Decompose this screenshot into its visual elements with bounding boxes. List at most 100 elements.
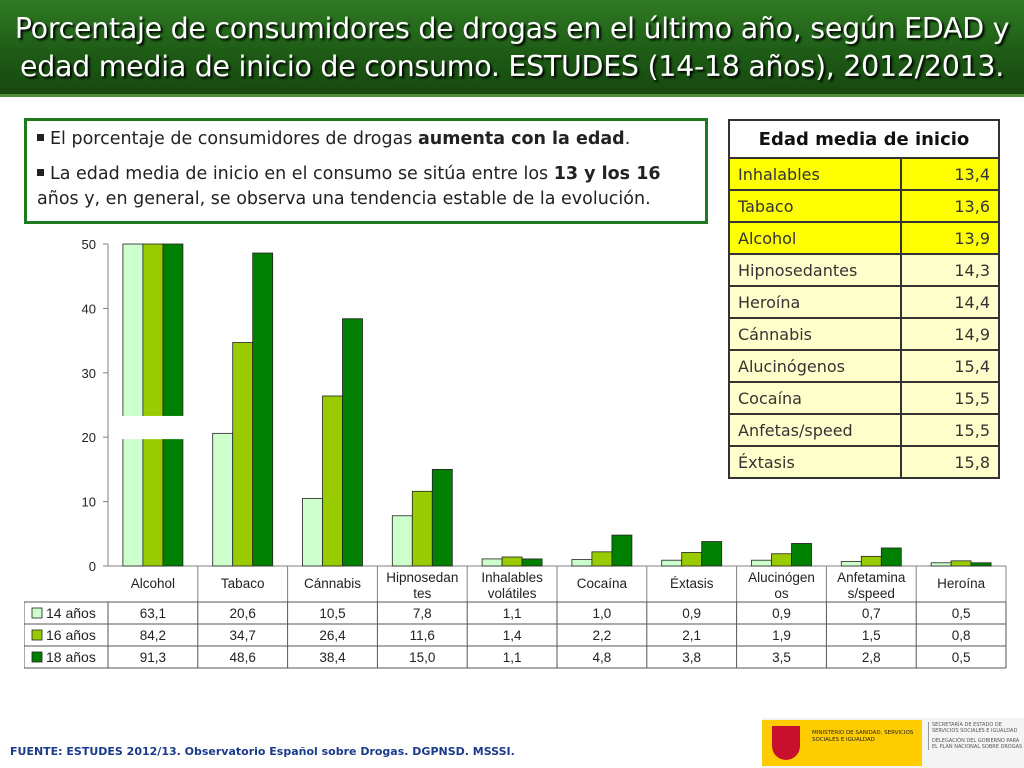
bullet-square-icon — [37, 133, 44, 141]
bar-chart: 0 10 20 30 40 50 Alcohol Tabaco Cánnabis Hipnosed… — [24, 232, 1010, 672]
source-footnote: FUENTE: ESTUDES 2012/13. Observatorio Es… — [10, 745, 515, 758]
x-category-label: Heroína — [937, 576, 986, 591]
x-category-label: volátiles — [488, 586, 537, 601]
onset-row: Cánnabis 14,9 — [728, 317, 1000, 351]
onset-age-value: 13,9 — [900, 221, 1000, 255]
data-table-value: 15,0 — [409, 650, 435, 665]
slide-title: Porcentaje de consumidores de drogas en … — [14, 12, 1010, 83]
bar-value-s2 — [771, 553, 792, 567]
data-table-value: 2,1 — [682, 628, 701, 643]
y-tick-label: 0 — [89, 559, 96, 574]
onset-row: Cocaína 15,5 — [728, 381, 1000, 415]
data-table-value: 0,8 — [952, 628, 971, 643]
y-tick-label: 10 — [82, 495, 96, 510]
legend-swatch — [31, 607, 43, 619]
x-category-label: tes — [413, 586, 431, 601]
x-category-label: Cocaína — [577, 576, 628, 591]
legend-swatch — [31, 651, 43, 663]
data-table-value: 11,6 — [410, 628, 435, 643]
bar-value-s3 — [880, 547, 902, 567]
data-table-value: 0,7 — [862, 606, 881, 621]
data-table-value: 91,3 — [140, 650, 166, 665]
delegation-logo-text: SECRETARÍA DE ESTADO DE SERVICIOS SOCIAL… — [928, 722, 1024, 750]
data-table-value: 1,1 — [503, 650, 522, 665]
data-table-value: 26,4 — [319, 628, 346, 643]
legend-swatch — [31, 629, 43, 641]
bar-value-s2 — [411, 490, 433, 567]
summary-text: El porcentaje de consumidores de drogas — [50, 129, 418, 149]
onset-age-value: 15,5 — [900, 413, 1000, 447]
data-table-value: 4,8 — [593, 650, 612, 665]
onset-age-value: 14,9 — [900, 317, 1000, 351]
legend-series-name: 14 años — [46, 605, 96, 621]
bar-alcohol-s3 — [162, 243, 184, 567]
summary-text: años y, en general, se observa una tende… — [37, 189, 651, 209]
onset-age-value: 15,5 — [900, 381, 1000, 415]
onset-age-table: Edad media de inicio Inhalables 13,4 Tabac… — [728, 119, 1000, 479]
data-table-value: 1,5 — [862, 628, 881, 643]
bar-alcohol-s2 — [142, 243, 164, 567]
bar-value-s3 — [611, 534, 633, 567]
y-tick-label: 20 — [82, 430, 96, 445]
summary-bold: 13 y los 16 — [553, 164, 661, 184]
onset-age-value: 14,3 — [900, 253, 1000, 287]
bar-value-s3 — [521, 558, 543, 567]
bar-value-s1 — [751, 559, 772, 567]
data-table-value: 0,9 — [772, 606, 791, 621]
onset-drug-label: Anfetas/speed — [728, 413, 902, 447]
onset-row: Éxtasis 15,8 — [728, 445, 1000, 479]
data-table-value: 1,1 — [503, 606, 522, 621]
bar-value-s2 — [860, 555, 882, 567]
onset-drug-label: Inhalables — [728, 157, 902, 191]
data-table-value: 2,8 — [862, 650, 881, 665]
bullet-square-icon — [37, 168, 44, 176]
onset-age-value: 15,8 — [900, 445, 1000, 479]
onset-age-value: 13,6 — [900, 189, 1000, 223]
bar-value-s2 — [950, 560, 972, 567]
x-category-label: Tabaco — [221, 576, 265, 591]
onset-row: Hipnosedantes 14,3 — [728, 253, 1000, 287]
onset-row: Tabaco 13,6 — [728, 189, 1000, 223]
bar-value-s1 — [212, 432, 234, 567]
onset-drug-label: Alcohol — [728, 221, 902, 255]
bar-value-s1 — [391, 515, 413, 567]
onset-table-body: Inhalables 13,4 Tabaco 13,6 Alcohol 13,9 Hipno… — [728, 157, 1000, 479]
data-table-value: 0,5 — [952, 606, 971, 621]
summary-bold: aumenta con la edad — [418, 129, 625, 149]
data-table-value: 7,8 — [413, 606, 432, 621]
bar-value-s3 — [701, 541, 723, 567]
onset-age-value: 14,4 — [900, 285, 1000, 319]
onset-row: Alcohol 13,9 — [728, 221, 1000, 255]
onset-row: Heroína 14,4 — [728, 285, 1000, 319]
summary-text: La edad media de inicio en el consumo se… — [50, 164, 554, 184]
axis-break-mark — [121, 415, 184, 440]
legend-series-name: 18 años — [46, 649, 96, 665]
onset-row: Inhalables 13,4 — [728, 157, 1000, 191]
summary-text: . — [624, 129, 631, 149]
onset-drug-label: Heroína — [728, 285, 902, 319]
bar-value-s2 — [681, 552, 703, 567]
bar-value-s3 — [431, 468, 453, 567]
onset-drug-label: Cocaína — [728, 381, 902, 415]
summary-point-1: El porcentaje de consumidores de drogas … — [37, 127, 695, 152]
data-table-value: 2,2 — [593, 628, 612, 643]
bar-value-s2 — [322, 395, 343, 567]
x-category-label: Hipnosedan — [386, 570, 458, 585]
x-category-label: os — [774, 586, 789, 601]
x-category-label: Inhalables — [481, 570, 543, 585]
onset-drug-label: Cánnabis — [728, 317, 902, 351]
secretaria-text: SECRETARÍA DE ESTADO DE SERVICIOS SOCIAL… — [932, 722, 1018, 734]
title-bar: Porcentaje de consumidores de drogas en … — [0, 0, 1024, 97]
bar-value-s3 — [970, 562, 992, 567]
bar-value-s2 — [232, 342, 254, 567]
data-table-value: 1,9 — [772, 628, 791, 643]
x-category-label: Alcohol — [131, 576, 175, 591]
x-category-label: Éxtasis — [670, 576, 714, 591]
onset-row: Alucinógenos 15,4 — [728, 349, 1000, 383]
x-category-label: Alucinógen — [748, 570, 815, 585]
data-table-value: 38,4 — [319, 650, 346, 665]
onset-drug-label: Hipnosedantes — [728, 253, 902, 287]
summary-point-2: La edad media de inicio en el consumo se… — [37, 162, 695, 212]
bar-value-s1 — [930, 562, 952, 567]
bar-value-s1 — [840, 561, 862, 567]
